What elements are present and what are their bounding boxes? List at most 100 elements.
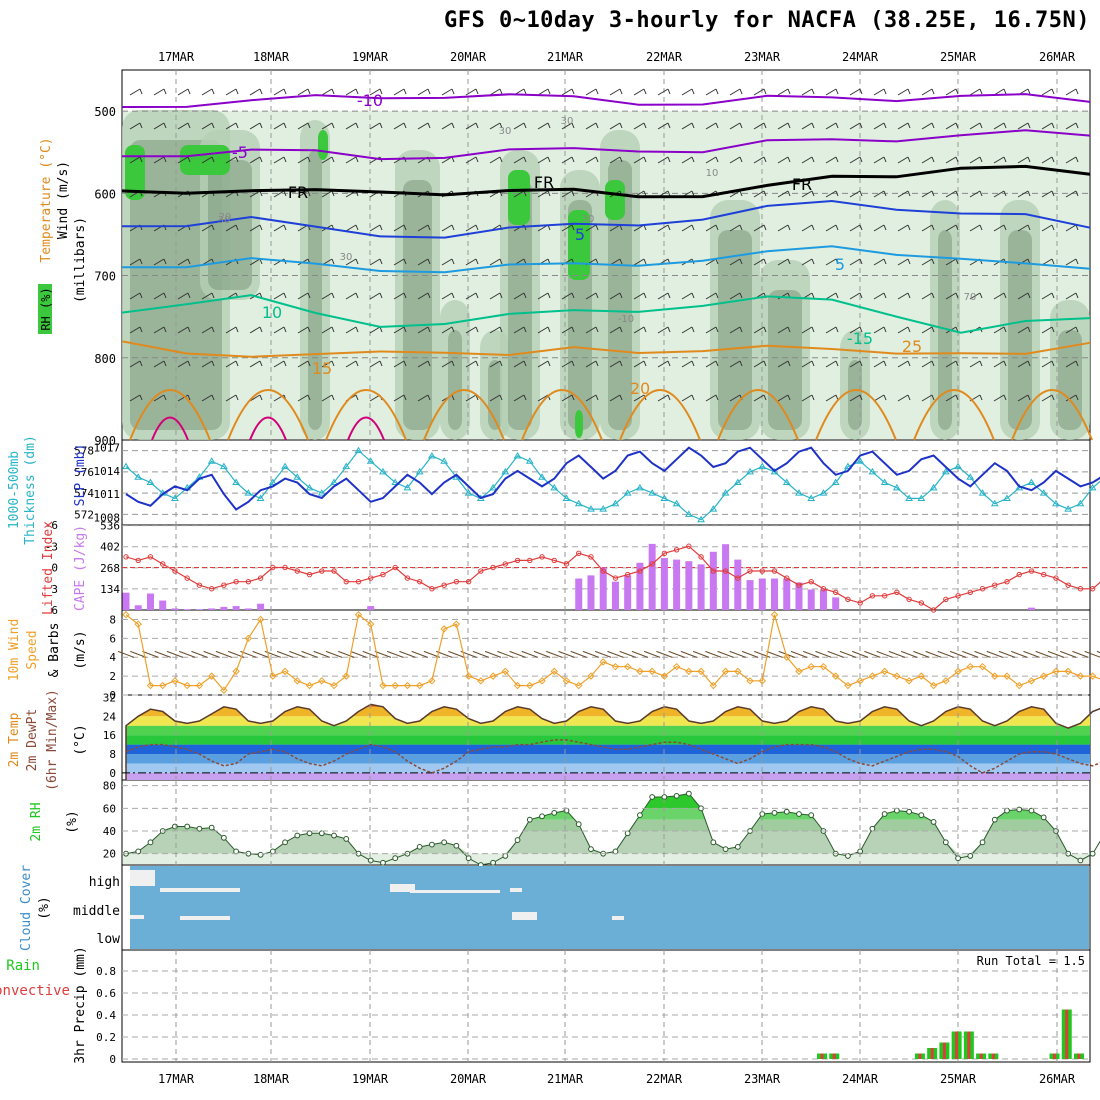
wind-barb-flag [355,258,359,265]
rh-mid-area [930,200,960,440]
wind-barb-flag [571,292,575,299]
rh-point [1077,857,1084,864]
wind-barb [729,88,741,96]
thickness-point [428,451,436,459]
wind-ytick: 4 [109,651,116,664]
wind-speed-point [330,681,338,690]
wind-barb [345,258,357,266]
wind-barb-flag [403,360,407,367]
wind-barb [1041,224,1053,232]
wind-barb-flag [859,190,863,197]
wind-speed-point [1088,672,1097,680]
wind-barb [825,394,837,402]
precip-ytick: 0 [109,1053,116,1066]
wind-barb-flag [139,394,143,401]
wind-barb [657,122,669,130]
rh-ytick: 20 [103,848,116,861]
wind-barb-flag [499,326,503,333]
lifted-index-point [820,586,827,592]
wind-barb [873,122,885,130]
thickness-point [1052,499,1060,507]
precip-rain-bar [1053,1053,1057,1059]
wind-speed-point [575,681,583,690]
wind-barb [177,88,189,96]
slp-ytick: 1014 [94,465,121,478]
rh-green-area [605,180,625,220]
rh-point [710,839,717,846]
wind-barb-flag [763,360,767,367]
rh-dark-area [938,230,952,430]
cape-bar [1027,607,1035,610]
li-ytick: 6 [51,604,58,617]
surface-wind-barb [276,650,294,658]
rh-point [257,851,264,858]
thickness-point [1003,494,1011,501]
wind-speed-point [636,667,644,676]
wind-barb [369,326,381,334]
lifted-index-point [845,596,851,603]
wind-barb-flag [619,292,623,299]
precip-rain-bar [918,1053,922,1059]
wind-barb [393,360,405,368]
wind-barb-flag [883,292,887,299]
wind-barb [393,326,405,334]
rh-point [845,853,851,859]
wind-barb [753,88,765,96]
lifted-index-point [245,578,252,585]
rh-dark-area [308,150,322,430]
panel-frame-thick [121,439,1091,526]
temp-band [126,763,1090,773]
wind-barb-flag [1051,190,1055,197]
thickness-point [171,494,179,501]
wind-barb [561,224,573,232]
wind-barb [993,224,1005,232]
thickness-point [562,494,571,501]
wind-barb [273,122,285,130]
wind-label-d: (m/s) [73,630,88,669]
rh-point [1004,807,1010,814]
wind-barb-flag [811,394,815,401]
wind-barb [417,122,429,130]
thickness-point [330,478,338,485]
upper-ytick: 700 [94,270,116,284]
wind-barb-flag [259,360,263,367]
temp-label-b: 2m DewPt [25,709,40,772]
wind-barb [537,190,549,198]
wind-barb [129,88,141,96]
wind-barb [777,326,789,334]
wind-barb-flag [955,394,959,401]
rh-point [220,834,227,841]
lifted-index-point [918,600,925,606]
precip-ytick: 0.4 [96,1009,116,1022]
wind-barb [465,88,477,96]
cape-bar [183,609,191,610]
wind-barb-flag [403,292,407,299]
wind-barb [897,122,909,130]
wind-speed-point [587,672,595,680]
wind-barb-flag [883,122,887,129]
wind-barb [897,292,909,300]
wind-barb [201,224,213,232]
surface-wind-barb [117,650,135,658]
cloud-cell [160,888,220,892]
wind-barb [297,122,309,130]
cape-bar [807,589,815,610]
surface-wind-barb [1072,650,1089,658]
wind-barb [705,292,717,300]
contour-label: 5 [575,225,585,244]
surface-wind-barb [509,650,526,658]
wind-barb [945,88,957,96]
wind-barb-flag [787,360,791,367]
wind-barb-flag [739,88,743,95]
wind-barb-flag [715,258,719,265]
wind-barb [1065,360,1077,368]
temp-band [126,735,1090,745]
contour-label: FR [792,175,812,194]
wind-barb [753,326,765,334]
wind-barb-flag [763,394,767,401]
wind-barb-flag [139,258,143,265]
lifted-index-point [282,564,288,571]
wind-barb-flag [139,326,143,333]
wind-barb-flag [931,190,935,197]
precip-rain-bar [991,1053,995,1059]
